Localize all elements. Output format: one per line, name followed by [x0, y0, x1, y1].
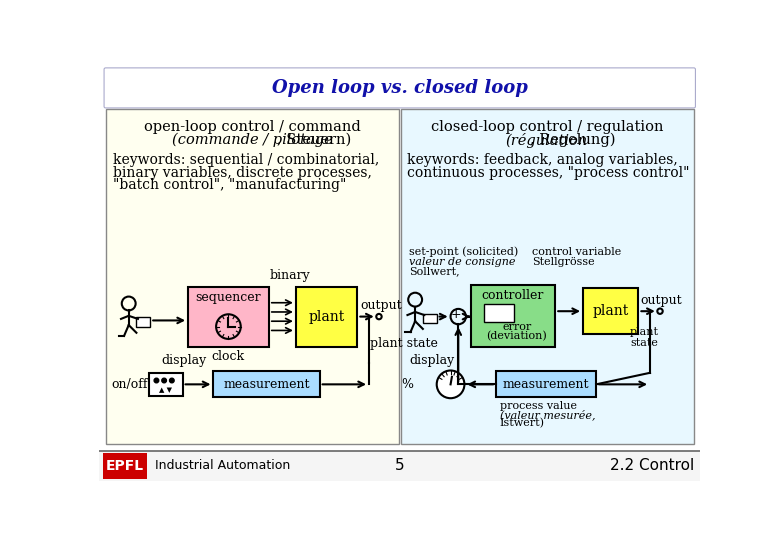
Text: open-loop control / command: open-loop control / command: [144, 120, 360, 134]
Text: Industrial Automation: Industrial Automation: [155, 460, 290, 472]
Bar: [149, 373, 183, 396]
Text: EPFL: EPFL: [106, 459, 144, 473]
Text: controller: controller: [482, 288, 544, 301]
Bar: [296, 287, 357, 347]
Text: sequencer: sequencer: [196, 291, 261, 304]
Text: on/off: on/off: [111, 378, 147, 391]
Circle shape: [169, 378, 174, 383]
Text: (deviation): (deviation): [487, 330, 547, 341]
Text: valeur de consigne: valeur de consigne: [409, 256, 516, 267]
Text: display: display: [410, 354, 455, 367]
Bar: [484, 303, 514, 322]
Text: %: %: [402, 378, 413, 391]
Text: ▲ ▼: ▲ ▼: [159, 387, 172, 393]
Text: (valeur mesurée,: (valeur mesurée,: [500, 409, 595, 420]
Text: plant state: plant state: [370, 337, 438, 350]
Text: , Regelung): , Regelung): [479, 132, 615, 147]
Text: Sollwert,: Sollwert,: [409, 267, 459, 276]
Bar: [470, 285, 555, 347]
Bar: [423, 314, 437, 323]
Text: +: +: [451, 308, 461, 321]
Text: plant
state: plant state: [630, 327, 659, 348]
Text: clock: clock: [212, 350, 245, 363]
Text: (régulation: (régulation: [505, 132, 588, 147]
Bar: [105, 110, 399, 444]
Text: keywords: sequential / combinatorial,: keywords: sequential / combinatorial,: [113, 153, 380, 167]
Text: binary variables, discrete processes,: binary variables, discrete processes,: [113, 166, 372, 180]
Text: Stellgrösse: Stellgrösse: [532, 256, 595, 267]
Text: output: output: [640, 294, 682, 307]
Bar: [99, 451, 700, 481]
Text: plant: plant: [593, 304, 629, 318]
Bar: [136, 318, 151, 327]
Text: continuous processes, "process control": continuous processes, "process control": [407, 166, 690, 180]
Bar: [188, 287, 269, 347]
Text: 2.2 Control: 2.2 Control: [610, 458, 694, 474]
Text: Istwert): Istwert): [500, 417, 545, 428]
Text: set-point (solicited): set-point (solicited): [409, 247, 518, 257]
Text: process value: process value: [500, 401, 577, 410]
Text: measurement: measurement: [503, 378, 590, 391]
Bar: [102, 453, 147, 479]
Bar: [496, 372, 596, 397]
Circle shape: [161, 378, 166, 383]
Text: plant: plant: [308, 309, 345, 323]
Text: keywords: feedback, analog variables,: keywords: feedback, analog variables,: [407, 153, 678, 167]
Text: "batch control", "manufacturing": "batch control", "manufacturing": [113, 178, 346, 192]
Bar: [214, 372, 320, 397]
Text: , Steuern): , Steuern): [152, 132, 352, 146]
Text: control variable: control variable: [532, 247, 622, 256]
Text: display: display: [161, 354, 206, 367]
Bar: [583, 288, 639, 334]
Text: error: error: [502, 322, 531, 332]
Text: closed-loop control / regulation: closed-loop control / regulation: [431, 120, 663, 134]
Text: binary: binary: [270, 269, 310, 282]
Text: (commande / pilotage: (commande / pilotage: [172, 132, 332, 147]
Bar: [400, 110, 694, 444]
Text: measurement: measurement: [223, 378, 310, 391]
Text: output: output: [360, 299, 402, 312]
Text: 5: 5: [395, 458, 405, 474]
Text: Open loop vs. closed loop: Open loop vs. closed loop: [271, 79, 528, 97]
Circle shape: [154, 378, 159, 383]
FancyBboxPatch shape: [104, 68, 696, 108]
Circle shape: [437, 370, 464, 398]
